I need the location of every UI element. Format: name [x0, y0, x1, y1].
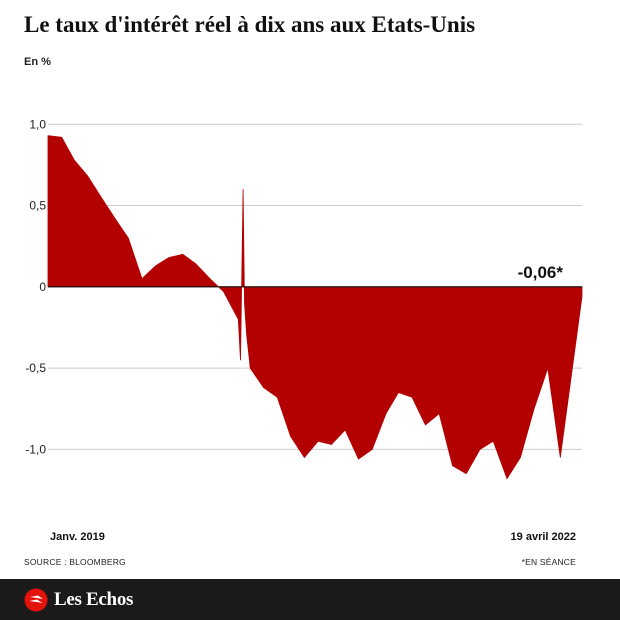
chart-title: Le taux d'intérêt réel à dix ans aux Eta…: [24, 12, 476, 37]
footer-bar: Les Echos: [0, 579, 620, 620]
x-axis-end-label: 19 avril 2022: [510, 531, 576, 543]
y-tick-label: 0,5: [29, 199, 46, 213]
unit-label: En %: [24, 56, 51, 68]
last-value-label: -0,06*: [518, 263, 564, 282]
footnote: *EN SÉANCE: [521, 557, 576, 567]
y-tick-label: 1,0: [29, 117, 46, 131]
y-tick-label: -0,5: [25, 361, 46, 375]
chart: 1,0 0,5 0 -0,5 -1,0 -0,06*: [25, 117, 583, 479]
y-tick-label: -1,0: [25, 442, 46, 456]
les-echos-logo-icon: [24, 588, 48, 612]
y-tick-label: 0: [39, 280, 46, 294]
brand-name: Les Echos: [54, 589, 134, 610]
brand: Les Echos: [24, 588, 133, 612]
area-series: [47, 135, 583, 479]
source-note: SOURCE : BLOOMBERG: [24, 557, 126, 567]
x-axis-start-label: Janv. 2019: [50, 531, 105, 543]
